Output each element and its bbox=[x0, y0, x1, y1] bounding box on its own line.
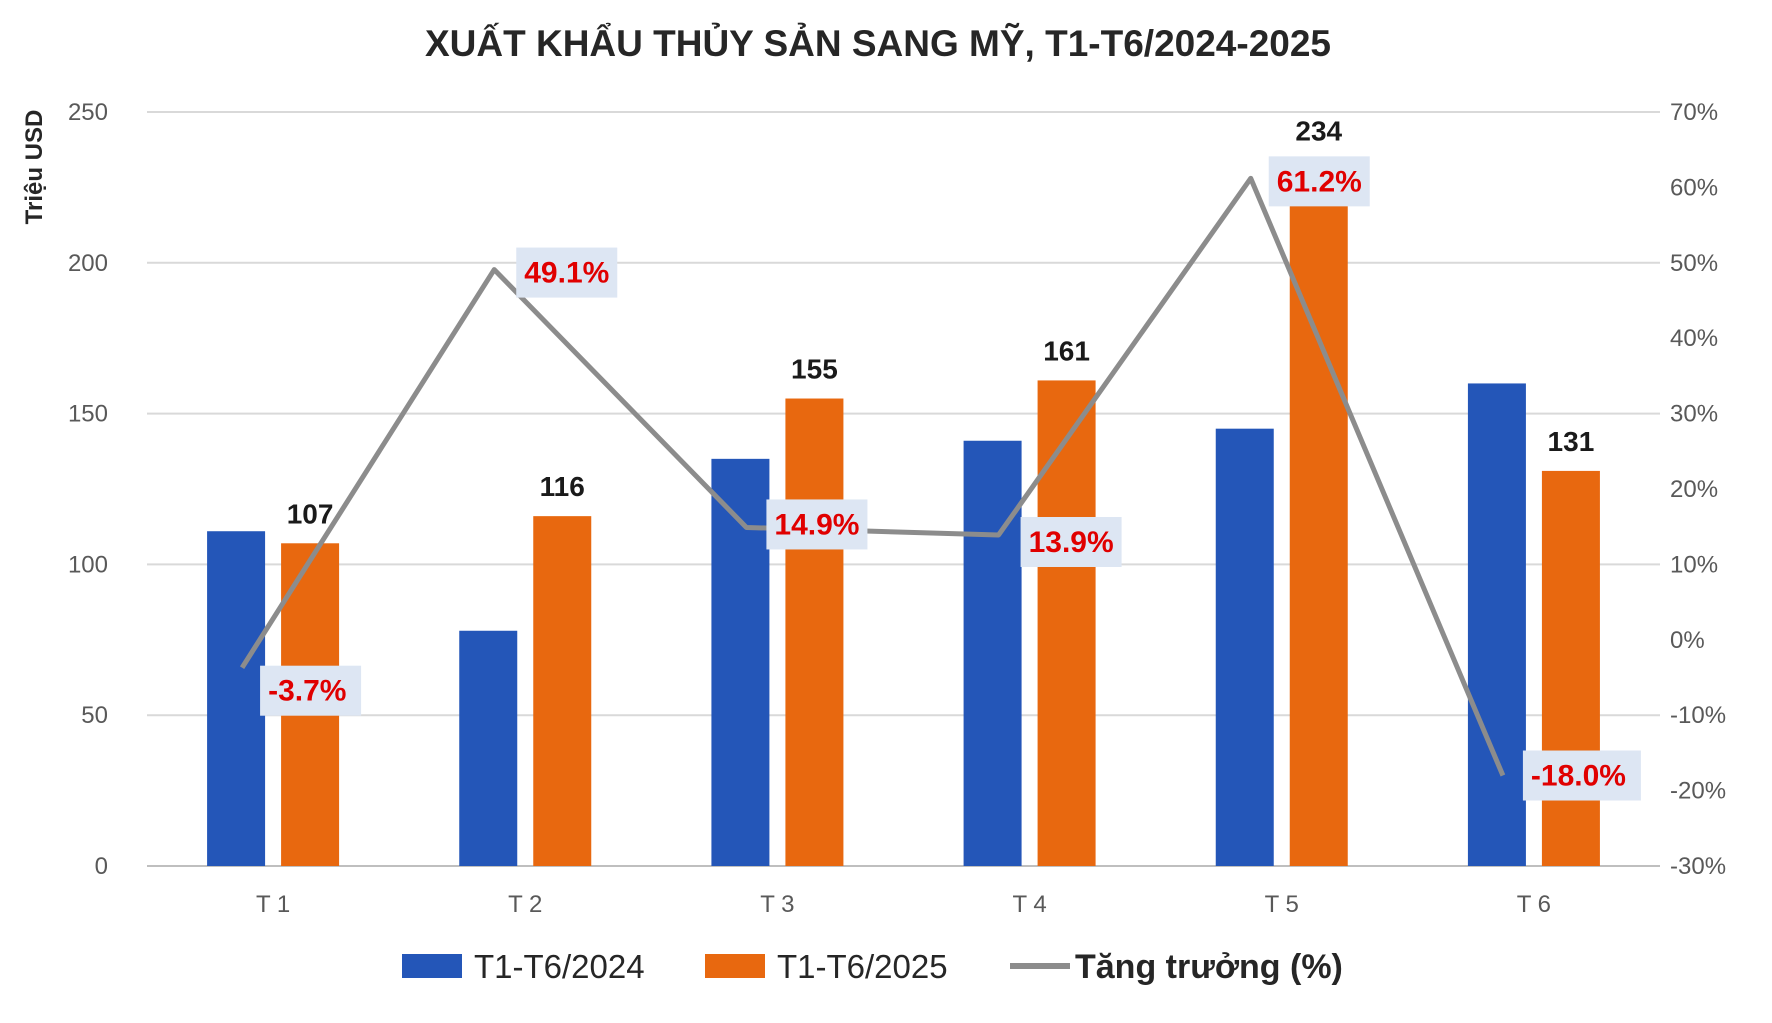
y-tick-label: 250 bbox=[68, 99, 108, 126]
y2-tick-label: -20% bbox=[1670, 778, 1726, 805]
growth-value-label: 14.9% bbox=[774, 508, 859, 541]
x-tick-label: T 5 bbox=[1265, 891, 1299, 918]
gridlines bbox=[147, 111, 1660, 867]
growth-value-label: 13.9% bbox=[1029, 526, 1114, 559]
y-tick-label: 0 bbox=[95, 853, 108, 880]
y2-tick-label: 60% bbox=[1670, 174, 1718, 201]
bar-2024-4 bbox=[963, 440, 1022, 866]
y2-tick-label: -10% bbox=[1670, 702, 1726, 729]
bar-2024-5 bbox=[1215, 428, 1274, 866]
bar-2024-1 bbox=[207, 531, 266, 866]
bar-2024-2 bbox=[459, 630, 518, 866]
bar-value-label: 234 bbox=[1295, 115, 1342, 146]
x-tick-label: T 6 bbox=[1517, 891, 1551, 918]
y2-tick-label: -30% bbox=[1670, 853, 1726, 880]
bar-2025-6 bbox=[1541, 470, 1600, 866]
bar-value-label: 107 bbox=[287, 498, 334, 529]
y2-tick-label: 40% bbox=[1670, 325, 1718, 352]
y2-tick-label: 70% bbox=[1670, 99, 1718, 126]
growth-value-label: -18.0% bbox=[1531, 760, 1626, 793]
bar-value-label: 155 bbox=[791, 354, 838, 385]
chart-title: XUẤT KHẨU THỦY SẢN SANG MỸ, T1-T6/2024-2… bbox=[425, 22, 1331, 64]
bar-2025-2 bbox=[533, 516, 592, 866]
legend-label-2024: T1-T6/2024 bbox=[474, 948, 645, 985]
legend-swatch-2025 bbox=[705, 954, 765, 978]
x-tick-label: T 2 bbox=[508, 891, 542, 918]
bar-value-label: 161 bbox=[1043, 335, 1090, 366]
bar-2025-5 bbox=[1289, 160, 1348, 867]
legend-swatch-2024 bbox=[402, 954, 462, 978]
y2-tick-label: 10% bbox=[1670, 551, 1718, 578]
y-tick-label: 100 bbox=[68, 551, 108, 578]
bar-2025-3 bbox=[785, 398, 844, 866]
legend-label-2025: T1-T6/2025 bbox=[777, 948, 948, 985]
axes: 0 50 100 150 200 250 -30% -20% -10% 0% 10% 20% 30% 40… bbox=[68, 99, 1726, 918]
legend-label-growth: Tăng trưởng (%) bbox=[1075, 948, 1343, 986]
y2-tick-label: 0% bbox=[1670, 627, 1705, 654]
growth-value-label: 49.1% bbox=[524, 257, 609, 290]
y-axis-label: Triệu USD bbox=[21, 110, 48, 225]
x-tick-label: T 4 bbox=[1012, 891, 1046, 918]
bar-2025-4 bbox=[1037, 380, 1096, 866]
legend: T1-T6/2024 T1-T6/2025 Tăng trưởng (%) bbox=[402, 948, 1343, 986]
x-tick-label: T 3 bbox=[760, 891, 794, 918]
growth-line-group bbox=[239, 175, 1506, 777]
bar-value-label: 116 bbox=[540, 471, 585, 502]
bar-value-label: 131 bbox=[1548, 426, 1595, 457]
y-tick-label: 150 bbox=[68, 401, 108, 428]
bar-2024-6 bbox=[1467, 383, 1526, 866]
y-tick-label: 200 bbox=[68, 250, 108, 277]
growth-line bbox=[239, 175, 1506, 777]
data-labels: 107 116 155 161 234 131 -3.7% 49.1% 14.9% 13.9% 61… bbox=[260, 115, 1641, 801]
growth-label-box bbox=[1522, 750, 1641, 801]
y2-tick-label: 20% bbox=[1670, 476, 1718, 503]
growth-value-label: -3.7% bbox=[268, 675, 346, 708]
y-tick-label: 50 bbox=[81, 702, 108, 729]
growth-label-box bbox=[766, 499, 868, 550]
y2-tick-label: 30% bbox=[1670, 401, 1718, 428]
x-tick-label: T 1 bbox=[256, 891, 290, 918]
growth-label-box bbox=[516, 247, 618, 298]
growth-label-box bbox=[260, 665, 362, 716]
growth-label-box bbox=[1268, 156, 1370, 207]
y2-tick-label: 50% bbox=[1670, 250, 1718, 277]
growth-value-label: 61.2% bbox=[1277, 165, 1362, 198]
growth-label-box bbox=[1020, 516, 1122, 567]
